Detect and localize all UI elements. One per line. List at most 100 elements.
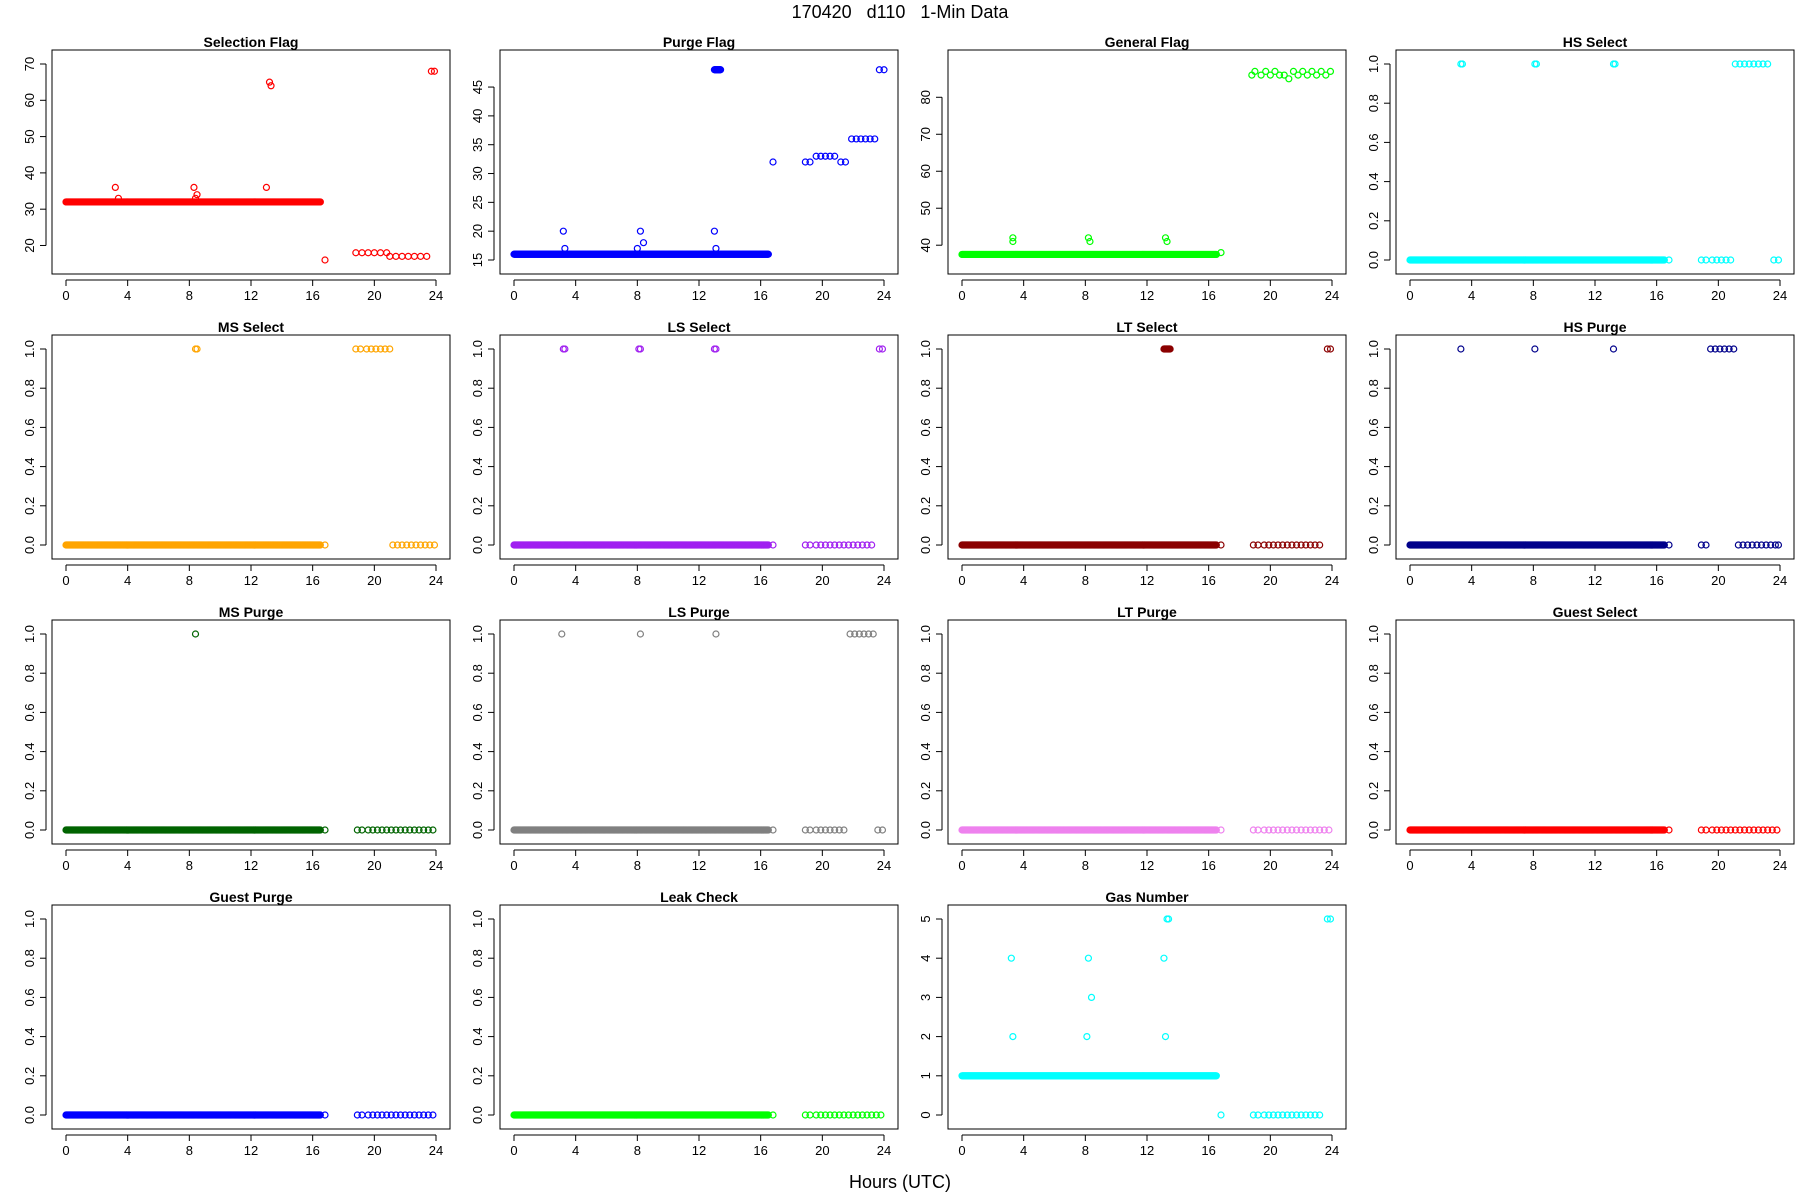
panel-title: HS Purge [1563,319,1626,335]
y-tick-label: 0.4 [22,743,37,761]
panel-title: General Flag [1105,34,1190,50]
data-point [316,198,324,206]
data-point [866,135,874,143]
data-point [875,66,883,74]
y-tick-label: 0.8 [1366,379,1381,397]
x-tick-label: 16 [1201,573,1215,588]
x-tick-label: 4 [124,288,131,303]
y-tick-label: 40 [918,238,933,252]
data-point [114,194,123,202]
y-tick-label: 0.0 [918,536,933,554]
x-tick-label: 8 [1082,288,1089,303]
x-tick-label: 24 [429,288,443,303]
data-point [806,158,814,166]
plot-frame [51,619,451,845]
data-point [831,152,839,160]
x-tick-label: 16 [305,573,319,588]
data-point [111,183,119,192]
plot-frame [1395,49,1795,275]
data-point [1086,237,1094,246]
x-tick-label: 0 [1406,573,1413,588]
x-tick-label: 0 [62,573,69,588]
panel-title: LS Select [667,319,730,335]
point-run [1406,541,1668,549]
y-tick-label: 0.8 [470,379,485,397]
x-tick-label: 12 [1140,573,1154,588]
point-run [958,250,1220,259]
y-tick-label: 60 [22,93,37,107]
x-tick-label: 20 [1711,573,1725,588]
data-point [191,630,200,638]
x-tick-label: 12 [1588,573,1602,588]
x-tick-label: 16 [1649,573,1663,588]
y-tick-label: 0.2 [22,782,37,800]
x-tick-label: 20 [367,573,381,588]
x-tick-label: 12 [244,573,258,588]
data-point [423,252,431,260]
x-tick-label: 24 [1773,288,1787,303]
y-tick-label: 0.2 [470,497,485,515]
y-tick-label: 50 [22,129,37,143]
data-point [812,152,820,160]
x-tick-label: 20 [815,573,829,588]
page-title: 170420 d110 1-Min Data [791,2,1009,22]
point-run [1160,345,1174,353]
plot-frame [499,49,899,275]
data-point [1163,237,1171,246]
x-tick-label: 20 [1711,288,1725,303]
y-tick-label: 0.4 [22,458,37,476]
y-tick-label: 0.2 [22,497,37,515]
x-tick-label: 8 [634,288,641,303]
y-tick-label: 30 [470,166,485,180]
x-tick-label: 20 [1263,573,1277,588]
x-tick-label: 20 [1263,288,1277,303]
data-point [837,158,845,166]
y-tick-label: 0.8 [918,379,933,397]
data-point [190,183,198,192]
y-tick-label: 1.0 [470,340,485,358]
x-tick-label: 24 [429,573,443,588]
x-tick-label: 24 [1773,573,1787,588]
plot-frame [51,334,451,560]
x-tick-label: 4 [124,858,131,873]
x-tick-label: 4 [124,573,131,588]
y-tick-label: 50 [918,201,933,215]
x-tick-label: 20 [815,858,829,873]
x-tick-label: 0 [510,288,517,303]
y-tick-label: 0.6 [1366,418,1381,436]
data-point [1009,237,1017,246]
x-tick-label: 8 [1530,573,1537,588]
y-tick-label: 0.6 [470,418,485,436]
y-tick-label: 35 [470,137,485,151]
x-tick-label: 16 [305,858,319,873]
point-run [510,541,772,549]
data-point [1457,345,1465,353]
data-point [880,66,888,74]
y-tick-label: 60 [918,164,933,178]
y-tick-label: 0.0 [470,536,485,554]
data-point [358,249,366,257]
x-tick-label: 8 [634,573,641,588]
x-tick-label: 12 [1140,288,1154,303]
y-tick-label: 0.2 [918,497,933,515]
y-tick-label: 0.0 [22,536,37,554]
x-tick-label: 16 [753,288,767,303]
y-tick-label: 1.0 [22,340,37,358]
data-point [1326,67,1335,75]
x-tick-label: 0 [510,573,517,588]
data-point [427,67,435,75]
x-tick-label: 12 [692,858,706,873]
x-tick-label: 4 [572,858,579,873]
plot-frame [947,334,1347,560]
point-run [62,541,324,549]
plot-frame [51,49,451,275]
data-point [1285,75,1293,83]
point-run [62,198,324,206]
x-tick-label: 16 [753,858,767,873]
data-point [633,244,641,253]
data-point [1531,345,1539,353]
x-tick-label: 0 [958,573,965,588]
